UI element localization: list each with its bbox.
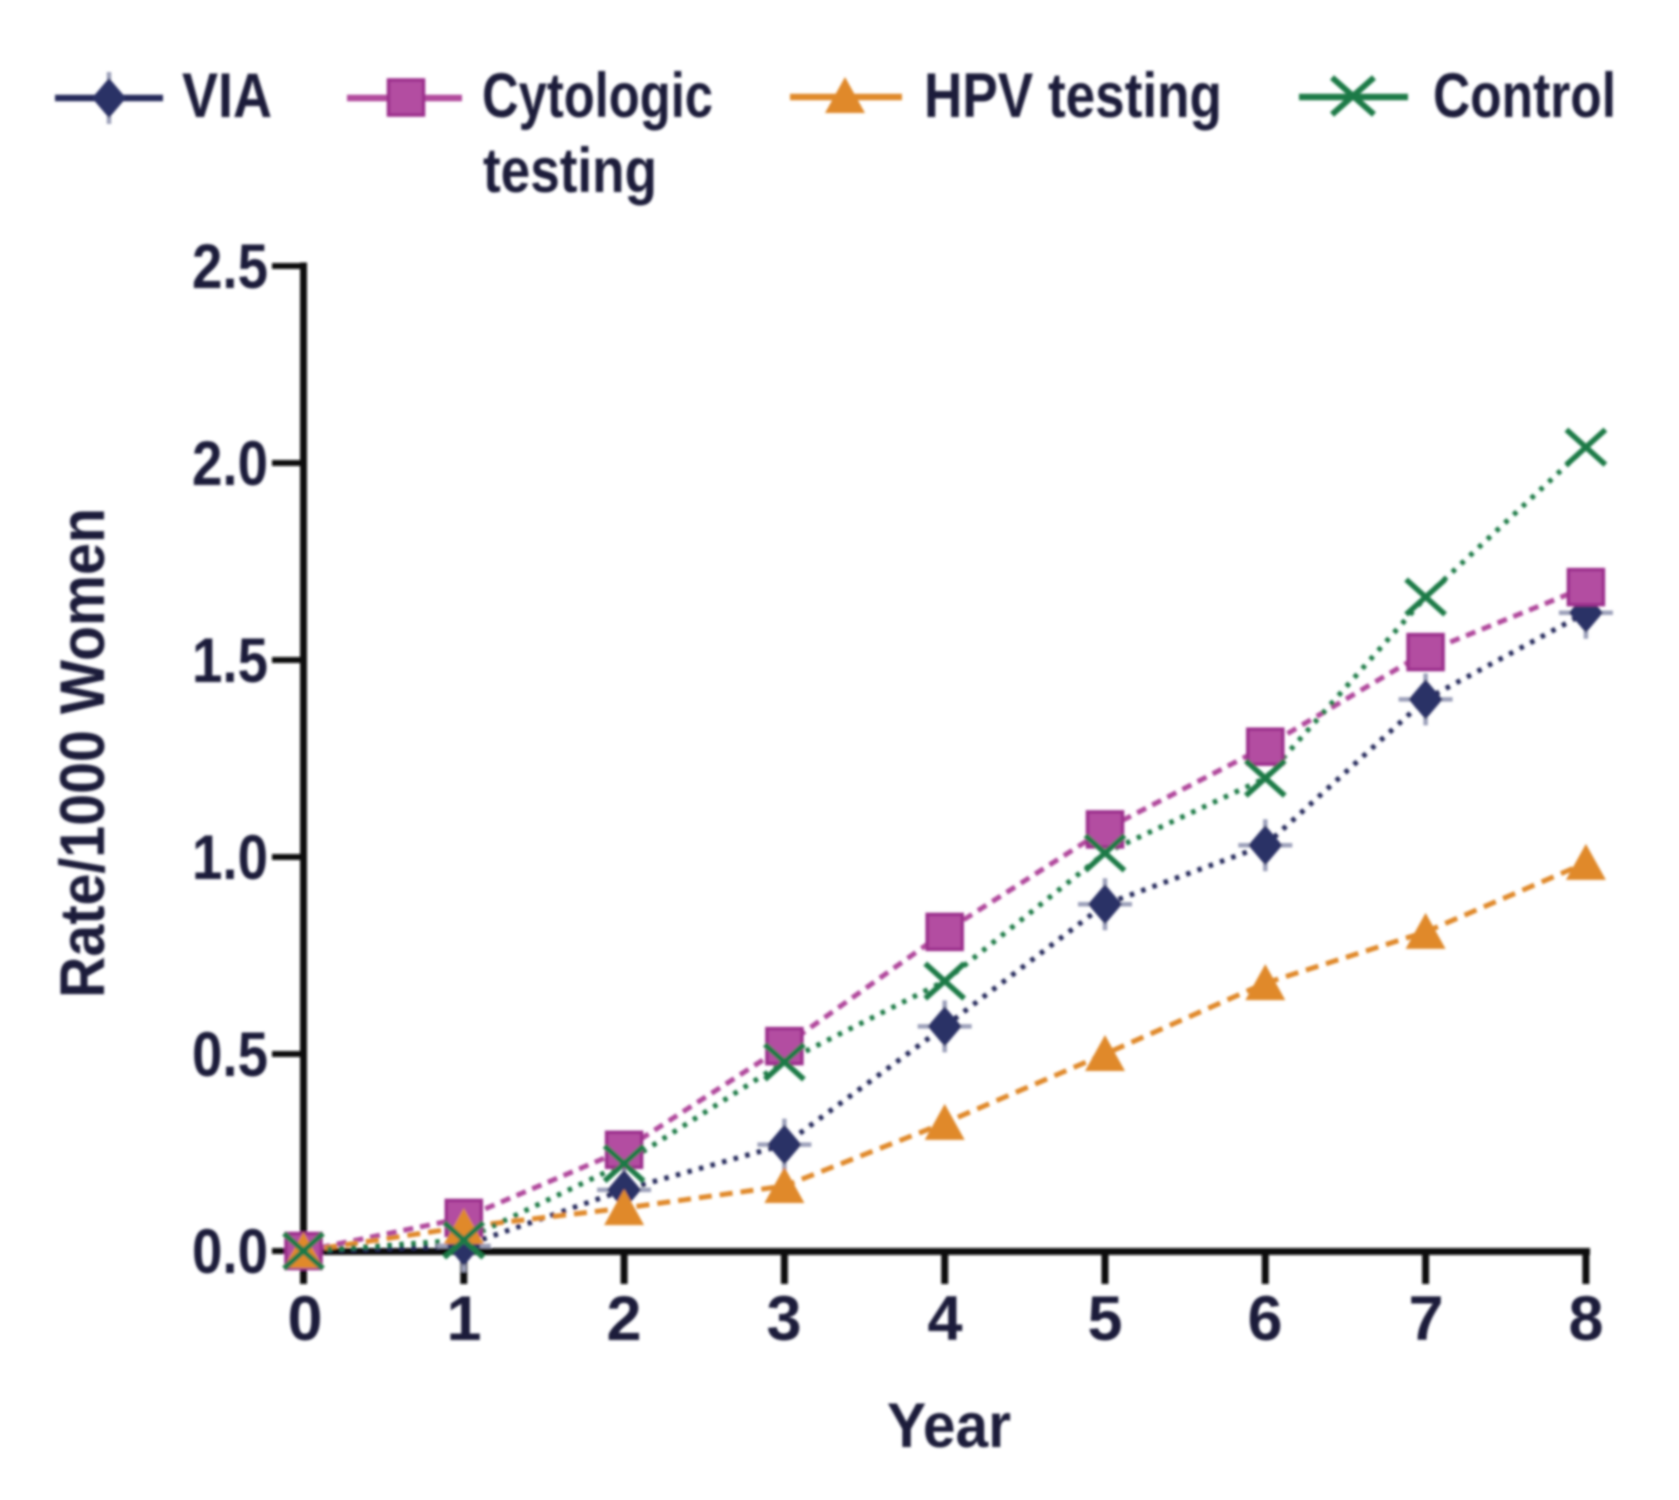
svg-text:6: 6 bbox=[1247, 1284, 1282, 1354]
svg-text:1.5: 1.5 bbox=[192, 626, 268, 696]
svg-text:8: 8 bbox=[1568, 1284, 1603, 1354]
svg-text:1: 1 bbox=[446, 1284, 481, 1354]
svg-text:testing: testing bbox=[483, 136, 657, 206]
svg-text:3: 3 bbox=[766, 1284, 801, 1354]
svg-text:5: 5 bbox=[1087, 1284, 1122, 1354]
svg-text:7: 7 bbox=[1408, 1284, 1443, 1354]
svg-text:Cytologic: Cytologic bbox=[482, 61, 713, 131]
svg-text:HPV testing: HPV testing bbox=[924, 61, 1222, 131]
svg-text:VIA: VIA bbox=[182, 61, 272, 131]
svg-text:2.5: 2.5 bbox=[192, 232, 268, 302]
svg-text:0.0: 0.0 bbox=[192, 1217, 268, 1287]
svg-text:2: 2 bbox=[606, 1284, 641, 1354]
svg-text:Rate/1000 Women: Rate/1000 Women bbox=[48, 508, 118, 998]
svg-text:0.5: 0.5 bbox=[192, 1020, 268, 1090]
svg-text:Year: Year bbox=[887, 1391, 1011, 1461]
svg-text:0: 0 bbox=[287, 1284, 322, 1354]
svg-text:Control: Control bbox=[1433, 61, 1616, 131]
svg-text:4: 4 bbox=[927, 1284, 962, 1354]
svg-text:1.0: 1.0 bbox=[192, 823, 268, 893]
svg-text:2.0: 2.0 bbox=[192, 429, 268, 499]
